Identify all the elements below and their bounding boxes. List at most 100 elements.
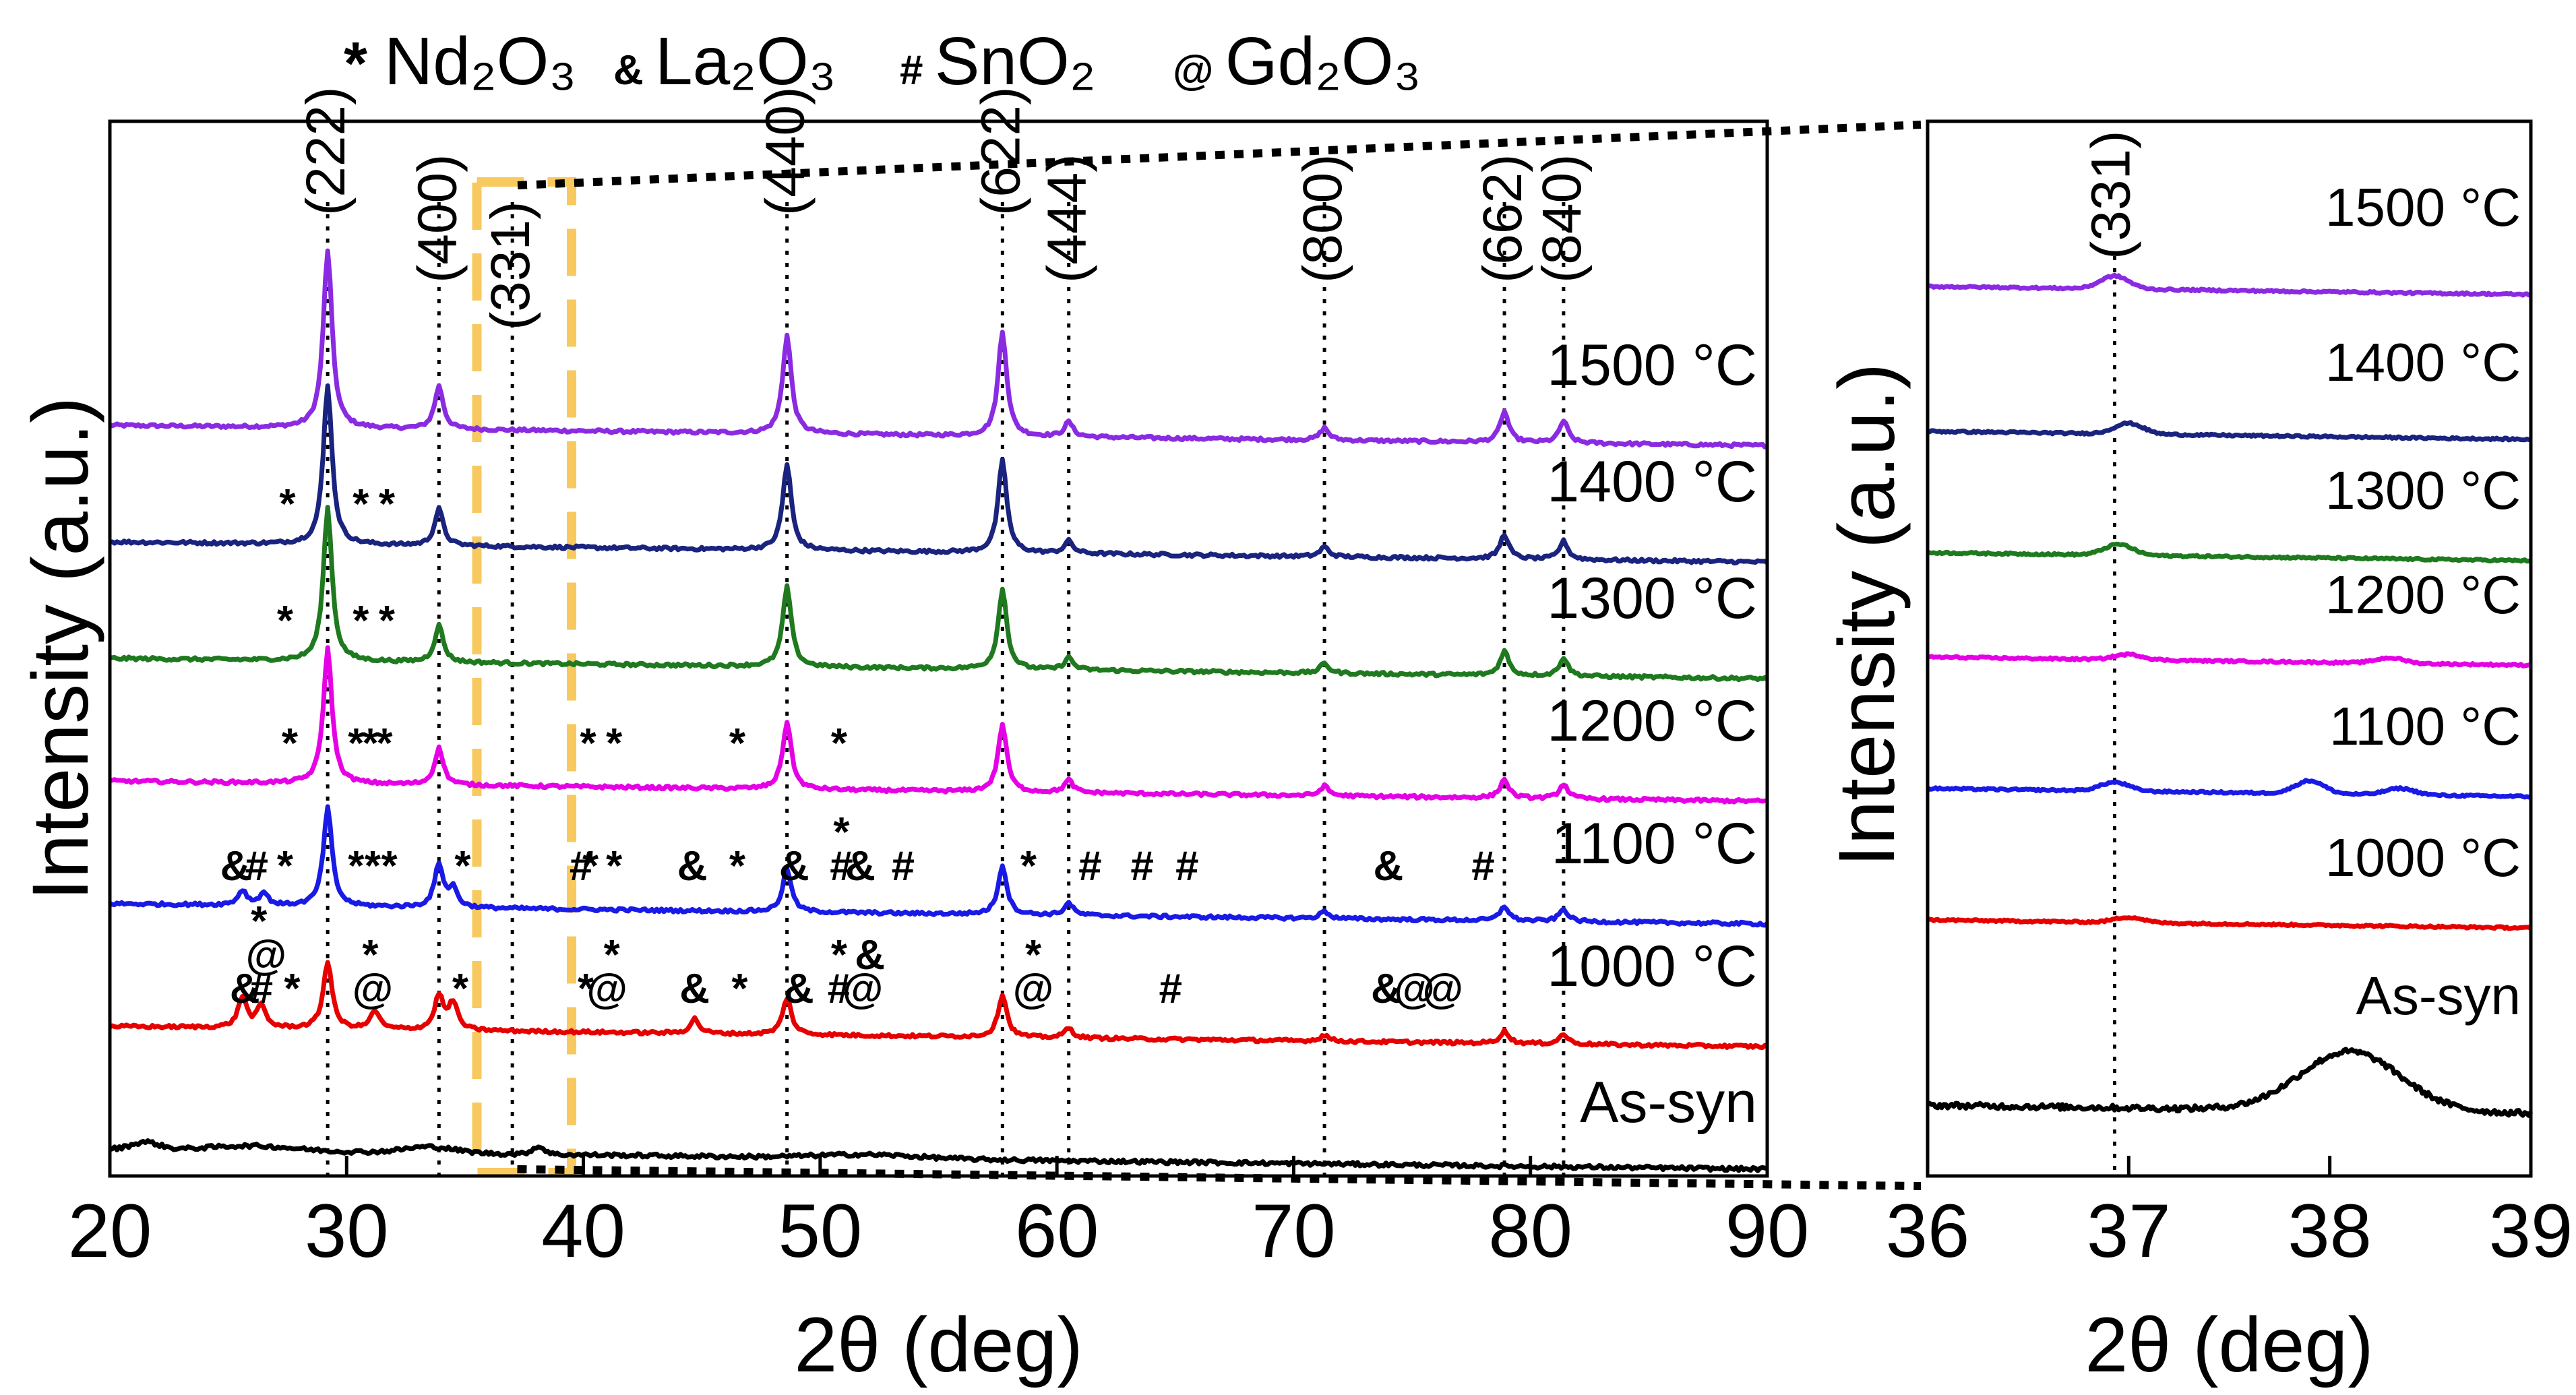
inset-series-label: 1300 °C [2325,460,2521,520]
phase-marker: # [828,966,851,1012]
x-tick-label: 90 [1725,1189,1810,1273]
inset-series-label: 1200 °C [2325,565,2521,625]
inset-series-label: 1400 °C [2325,332,2521,392]
inset-plot-frame [1926,119,2533,1178]
phase-marker: & [220,843,251,890]
x-tick-label: 20 [68,1189,152,1273]
legend-entry: & La₂O₃ [613,24,836,99]
phase-marker: * [606,720,623,767]
hkl-label: (331) [2080,131,2141,259]
x-tick-label: 38 [2288,1189,2372,1273]
phase-marker: * [381,843,398,890]
zoom-connector-top [517,121,1922,189]
inset-series-label: 1500 °C [2325,177,2521,237]
x-axis-title: 2θ (deg) [794,1302,1082,1388]
phase-marker: @ [246,932,286,979]
phase-marker: * [348,720,365,767]
inset-series-label: 1100 °C [2329,696,2521,756]
phase-marker: # [1175,843,1198,890]
hkl-label: (800) [1292,154,1353,283]
phase-marker: * [831,932,848,979]
phase-marker: & [855,932,885,979]
phase-marker: * [362,720,379,767]
phase-marker: * [379,481,396,528]
phase-marker: # [1159,966,1182,1012]
xrd-trace [109,960,1769,1050]
phase-marker: @ [1423,966,1463,1012]
phase-legend: * Nd₂O₃ & La₂O₃ # SnO₂ @ Gd₂O₃ [344,24,1421,99]
series-label: 1200 °C [1547,689,1757,753]
phase-marker: & [677,843,708,890]
inset-trace [1926,541,2532,564]
x-tick-label: 80 [1488,1189,1572,1273]
x-tick-label: 37 [2087,1189,2171,1273]
hkl-label: (444) [1037,154,1098,283]
phase-marker: # [892,843,915,890]
phase-marker: * [582,843,599,890]
phase-marker: * [604,932,621,979]
inset-zoom-panel: (331) 1500 °C 1400 °C 1300 °C 1200 °C 1100 °C… [1822,119,2573,1388]
phase-marker: * [365,843,381,890]
phase-marker: @ [586,966,627,1012]
x-tick-label: 39 [2489,1189,2573,1273]
phase-marker: @ [1394,966,1434,1012]
phase-marker: * [1020,843,1037,890]
phase-marker: * [580,720,597,767]
phase-marker: * [452,966,469,1012]
phase-marker: * [284,966,301,1012]
inset-series-label: 1000 °C [2325,828,2521,888]
phase-marker: & [779,843,809,890]
legend-entry: # SnO₂ [900,24,1096,99]
phase-marker: * [277,598,294,644]
x-tick-label: 36 [1886,1189,1970,1273]
phase-marker: * [277,843,294,890]
zoom-connectors [517,121,1922,1190]
series-label: 1000 °C [1547,934,1757,999]
phase-marker: # [1130,843,1153,890]
hkl-label: (400) [406,154,468,283]
xrd-trace [109,505,1769,683]
phase-marker: * [729,720,746,767]
inset-x-axis-title: 2θ (deg) [2085,1302,2373,1388]
xrd-trace [109,248,1768,450]
phase-marker: & [679,966,710,1012]
x-tick-label: 70 [1252,1189,1336,1273]
series-label: 1400 °C [1547,450,1757,514]
phase-marker: # [1471,843,1494,890]
inset-trace [1926,272,2532,298]
phase-marker: * [831,720,848,767]
phase-marker: * [578,966,594,1012]
phase-marker: * [731,966,748,1012]
inset-trace [1926,778,2532,800]
inset-trace [1926,420,2532,443]
x-tick-label: 60 [1015,1189,1099,1273]
phase-marker: * [833,809,850,856]
phase-marker: * [279,481,296,528]
series-label: 1500 °C [1547,333,1757,398]
inset-trace [1927,651,2532,669]
phase-marker: * [729,843,746,890]
series-label: As-syn [1580,1070,1757,1135]
phase-marker: * [352,598,369,644]
phase-marker: # [245,843,268,890]
phase-marker: * [379,598,396,644]
x-tick-label: 40 [541,1189,625,1273]
inset-y-axis-title: Intensity (a.u.) [1822,363,1911,867]
phase-marker: & [1371,966,1401,1012]
inset-series-label: As-syn [2356,966,2521,1026]
series-label: 1300 °C [1547,566,1757,631]
phase-marker: # [250,966,273,1012]
hkl-label: (840) [1531,154,1593,283]
phase-marker: * [251,898,268,945]
x-tick-label: 50 [778,1189,863,1273]
phase-marker: * [376,720,393,767]
phase-marker: * [282,720,299,767]
xrd-trace [109,804,1769,928]
phase-marker: & [845,843,876,890]
inset-trace [1927,915,2533,931]
phase-marker: * [1025,932,1042,979]
xrd-trace [109,383,1769,566]
phase-marker: * [348,843,365,890]
xrd-trace [109,1138,1768,1173]
